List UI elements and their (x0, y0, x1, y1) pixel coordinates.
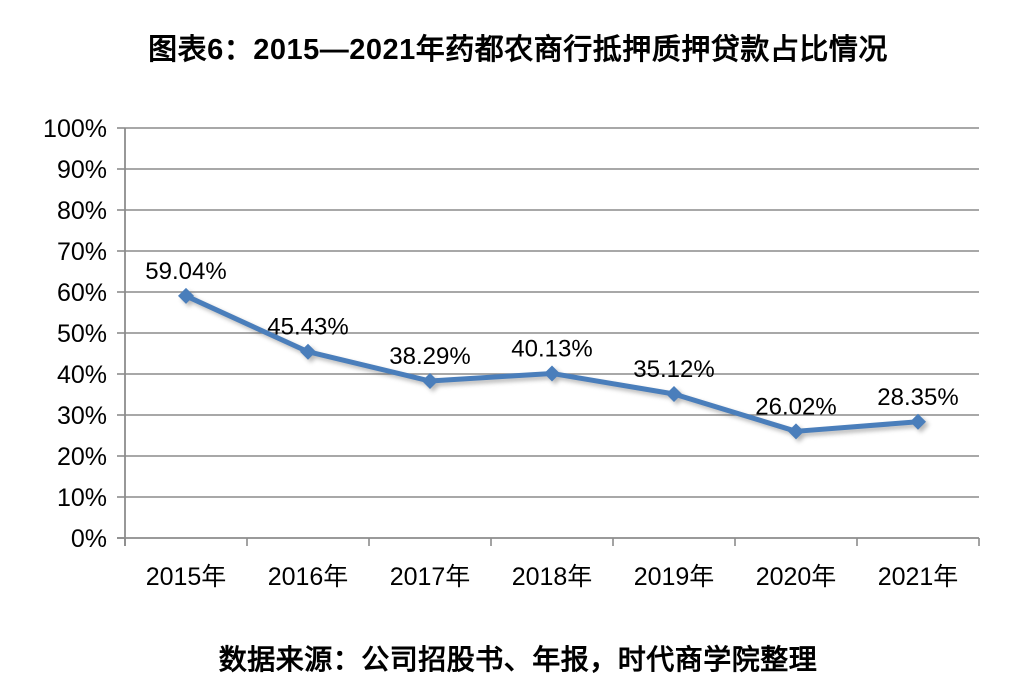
data-point-marker (788, 423, 804, 440)
data-label: 40.13% (511, 335, 592, 362)
data-label: 28.35% (877, 384, 958, 411)
source-note: 数据来源：公司招股书、年报，时代商学院整理 (218, 644, 818, 675)
chart-title: 图表6：2015—2021年药都农商行抵押质押贷款占比情况 (148, 34, 888, 66)
x-axis-tick-label: 2021年 (878, 563, 959, 591)
y-axis-tick-label: 90% (57, 156, 107, 184)
x-axis-tick-label: 2018年 (512, 563, 593, 591)
data-point-marker (422, 373, 438, 390)
x-axis-tick-label: 2017年 (390, 563, 471, 591)
x-axis-tick-label: 2015年 (146, 563, 227, 591)
x-axis-tick-label: 2019年 (634, 563, 715, 591)
y-axis-tick-label: 0% (71, 525, 107, 553)
y-axis-tick-label: 70% (57, 238, 107, 266)
data-point-marker (544, 365, 560, 382)
y-axis-tick-label: 100% (43, 115, 107, 143)
data-label: 45.43% (267, 314, 348, 341)
y-axis-tick-label: 80% (57, 197, 107, 225)
data-point-marker (300, 343, 316, 360)
data-point-marker (910, 413, 926, 430)
y-axis-tick-label: 50% (57, 320, 107, 348)
data-point-marker (178, 287, 194, 304)
data-label: 38.29% (389, 343, 470, 370)
data-label: 59.04% (145, 258, 226, 285)
y-axis-tick-label: 20% (57, 443, 107, 471)
y-axis-tick-label: 30% (57, 402, 107, 430)
y-axis-tick-label: 10% (57, 484, 107, 512)
x-axis-tick-label: 2016年 (268, 563, 349, 591)
y-axis-tick-label: 40% (57, 361, 107, 389)
y-axis-tick-label: 60% (57, 279, 107, 307)
data-label: 26.02% (755, 393, 836, 420)
x-axis-tick-label: 2020年 (756, 563, 837, 591)
data-point-marker (666, 386, 682, 403)
data-label: 35.12% (633, 356, 714, 383)
series-group (178, 287, 926, 440)
